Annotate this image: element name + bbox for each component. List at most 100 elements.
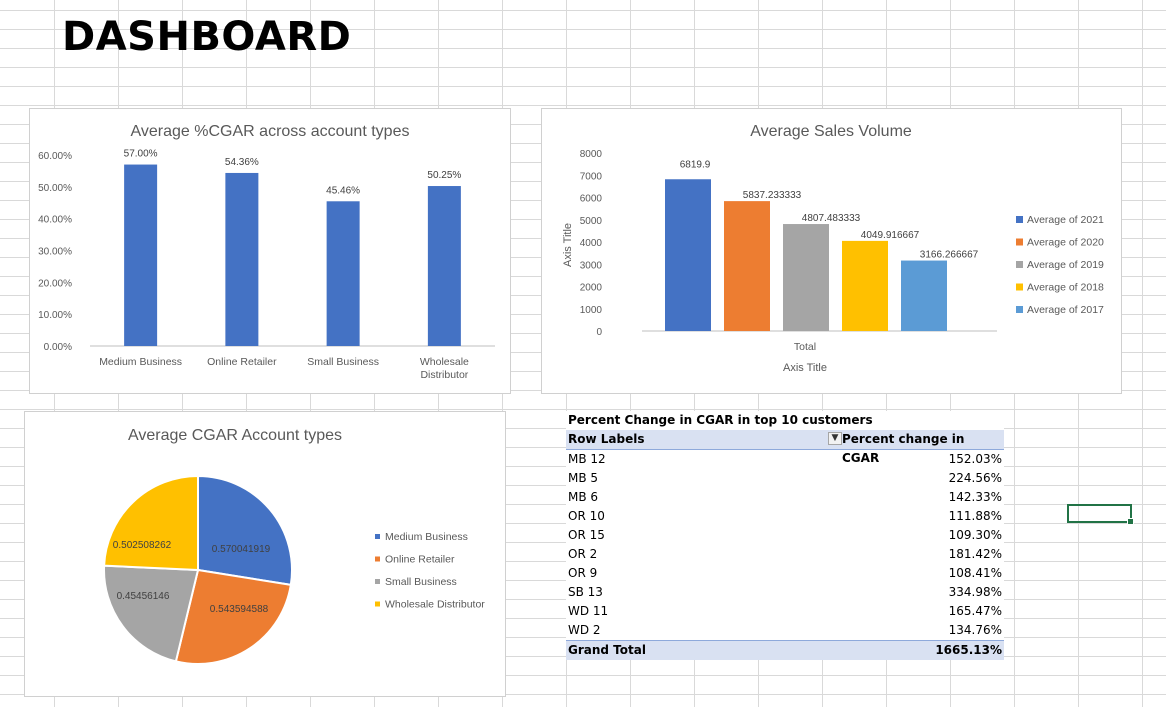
pivot-caption: Percent Change in CGAR in top 10 custome… (568, 413, 873, 427)
legend-label: Average of 2021 (1027, 214, 1104, 226)
pivot-row-value: 152.03% (948, 452, 1002, 466)
pie-slice (197, 474, 293, 587)
bar (225, 172, 259, 346)
y-tick-label: 10.00% (38, 310, 72, 321)
dashboard-title: DASHBOARD (62, 14, 352, 60)
cgar-pie-chart-panel[interactable]: Average CGAR Account types 0.570041919 0.5… (24, 411, 506, 697)
data-label: 4807.483333 (802, 213, 861, 224)
pivot-row-label: WD 11 (568, 604, 609, 618)
sales-volume-chart: Average Sales Volume 0 1000 2000 3000 4000 500… (562, 123, 1104, 374)
x-tick-label: Total (794, 341, 816, 353)
pivot-total-label: Grand Total (568, 643, 646, 657)
data-label: 50.25% (427, 170, 461, 181)
y-tick-label: 60.00% (38, 151, 72, 162)
pivot-header-percent: Percent change in CGAR (842, 432, 965, 465)
selected-cell[interactable] (1067, 504, 1134, 525)
cgar-bar-chart-panel[interactable]: Average %CGAR across account types 0.00% 1… (29, 108, 511, 394)
pivot-row-label: MB 12 (568, 452, 606, 466)
legend-label: Average of 2017 (1027, 304, 1104, 316)
y-tick-label: 7000 (580, 171, 603, 182)
pivot-total-value: 1665.13% (935, 643, 1002, 657)
legend-swatch (375, 556, 380, 562)
pivot-row-value: 165.47% (948, 604, 1002, 618)
pivot-row[interactable]: OR 9 108.41% (566, 564, 1004, 583)
pivot-row-label: SB 13 (568, 585, 603, 599)
pivot-row[interactable]: WD 11 165.47% (566, 602, 1004, 621)
pivot-header: Row Labels ▼ Percent change in CGAR (566, 430, 1004, 465)
data-label: 57.00% (124, 149, 158, 160)
legend-label: Small Business (385, 576, 457, 588)
legend-swatch (375, 579, 380, 584)
y-tick-label: 6000 (580, 194, 603, 205)
pivot-row-label: OR 2 (568, 547, 598, 561)
pivot-row[interactable]: WD 2 134.76% (566, 621, 1004, 640)
pivot-row[interactable]: MB 6 142.33% (566, 488, 1004, 507)
legend-swatch (1016, 306, 1023, 313)
sales-volume-chart-panel[interactable]: Average Sales Volume 0 1000 2000 3000 4000 500… (541, 108, 1122, 394)
y-tick-label: 3000 (580, 260, 603, 271)
legend-label: Average of 2020 (1027, 237, 1104, 249)
y-axis-title: Axis Title (562, 223, 574, 267)
bar (724, 201, 770, 331)
chart-title: Average %CGAR across account types (131, 123, 410, 140)
chart-title: Average Sales Volume (750, 123, 912, 140)
y-tick-label: 1000 (580, 305, 603, 316)
legend-swatch (1016, 283, 1023, 291)
bar (665, 179, 711, 331)
x-tick-label: Medium Business (99, 356, 182, 368)
y-tick-label: 20.00% (38, 278, 72, 289)
cgar-bar-chart: Average %CGAR across account types 0.00% 1… (38, 123, 495, 381)
y-tick-label: 8000 (580, 149, 603, 160)
pie-slice (103, 564, 200, 663)
x-tick-label: Small Business (307, 356, 379, 368)
bar (427, 186, 461, 346)
legend-swatch (1016, 238, 1023, 246)
pivot-row-value: 111.88% (948, 509, 1002, 523)
pivot-row-value: 109.30% (948, 528, 1002, 542)
pivot-row-value: 181.42% (948, 547, 1002, 561)
y-tick-label: 40.00% (38, 215, 72, 226)
pivot-row-label: OR 10 (568, 509, 605, 523)
data-label: 0.570041919 (212, 544, 271, 555)
data-label: 0.45456146 (117, 591, 170, 602)
x-tick-label: Wholesale (420, 356, 469, 368)
legend-label: Online Retailer (385, 554, 455, 566)
bar (124, 164, 158, 346)
pivot-table[interactable]: Percent Change in CGAR in top 10 custome… (566, 411, 1004, 660)
pivot-row-label: WD 2 (568, 623, 601, 637)
y-tick-label: 50.00% (38, 183, 72, 194)
pivot-row-value: 134.76% (948, 623, 1002, 637)
legend-label: Average of 2019 (1027, 259, 1104, 271)
legend-label: Medium Business (385, 531, 468, 543)
pivot-row[interactable]: MB 5 224.56% (566, 469, 1004, 488)
pivot-row[interactable]: OR 10 111.88% (566, 507, 1004, 526)
data-label: 0.502508262 (113, 540, 172, 551)
pivot-row-value: 108.41% (948, 566, 1002, 580)
pivot-row-value: 334.98% (948, 585, 1002, 599)
pivot-row-value: 224.56% (948, 471, 1002, 485)
legend-swatch (375, 601, 380, 607)
data-label: 0.543594588 (210, 604, 269, 615)
pivot-row[interactable]: MB 12 152.03% (566, 450, 1004, 469)
y-tick-label: 0.00% (44, 342, 72, 353)
data-label: 6819.9 (680, 159, 711, 170)
pivot-row[interactable]: OR 2 181.42% (566, 545, 1004, 564)
data-label: 54.36% (225, 157, 259, 168)
pivot-row-label: OR 15 (568, 528, 605, 542)
x-tick-label: Distributor (420, 369, 468, 381)
pivot-row[interactable]: SB 13 334.98% (566, 583, 1004, 602)
bar (326, 201, 360, 346)
y-tick-label: 30.00% (38, 247, 72, 258)
legend-label: Wholesale Distributor (385, 599, 485, 611)
bar (842, 240, 888, 331)
pivot-row-label: OR 9 (568, 566, 598, 580)
filter-icon[interactable]: ▼ (828, 432, 842, 445)
chart-title: Average CGAR Account types (128, 427, 342, 444)
pivot-row-label: MB 6 (568, 490, 599, 504)
pivot-row-value: 142.33% (948, 490, 1002, 504)
pivot-header-row-labels: Row Labels (568, 432, 645, 446)
legend-swatch (1016, 261, 1023, 268)
data-label: 4049.916667 (861, 230, 920, 241)
pivot-row[interactable]: OR 15 109.30% (566, 526, 1004, 545)
y-tick-label: 2000 (580, 283, 603, 294)
